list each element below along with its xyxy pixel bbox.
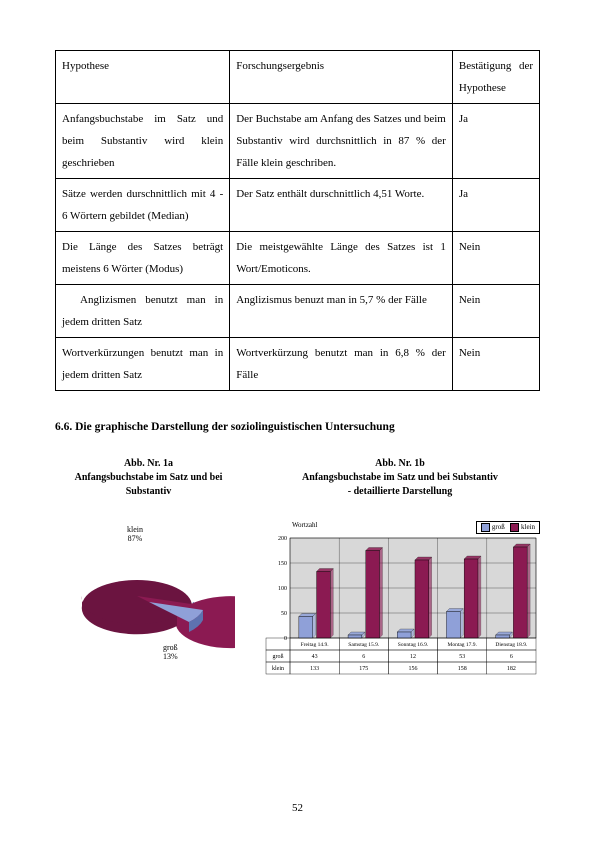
cell-b3: Nein xyxy=(452,232,539,285)
cell-h4: Anglizismen benutzt man in jedem dritten… xyxy=(56,285,230,338)
svg-text:Dienstag 18.9.: Dienstag 18.9. xyxy=(495,642,528,648)
pie-chart: klein87% xyxy=(55,524,235,714)
svg-text:0: 0 xyxy=(284,636,287,642)
cell-f3: Die meistgewählte Länge des Satzes ist 1… xyxy=(230,232,453,285)
svg-text:175: 175 xyxy=(359,666,368,672)
svg-text:Samstag 15.9.: Samstag 15.9. xyxy=(348,642,380,648)
cell-f1: Der Buchstabe am Anfang des Satzes und b… xyxy=(230,104,453,179)
svg-text:158: 158 xyxy=(458,666,467,672)
th-hypothese: Hypothese xyxy=(56,51,230,104)
svg-text:Sonntag 16.9.: Sonntag 16.9. xyxy=(398,642,429,648)
cell-b1: Ja xyxy=(452,104,539,179)
cell-h2: Sätze werden durschnittlich mit 4 - 6 Wö… xyxy=(56,179,230,232)
cell-h5: Wortverkürzungen benutzt man in jedem dr… xyxy=(56,338,230,391)
cell-f4: Anglizismus benuzt man in 5,7 % der Fäll… xyxy=(230,285,453,338)
bar-legend: groß klein xyxy=(476,521,540,534)
svg-text:groß: groß xyxy=(273,653,284,660)
svg-text:klein: klein xyxy=(272,666,284,672)
bar-axis-label: Wortzahl xyxy=(292,521,317,529)
cell-b5: Nein xyxy=(452,338,539,391)
page-number: 52 xyxy=(0,802,595,814)
svg-text:53: 53 xyxy=(459,654,465,660)
svg-text:12: 12 xyxy=(410,654,416,660)
svg-text:6: 6 xyxy=(510,654,513,660)
bar-title: Abb. Nr. 1b Anfangsbuchstabe im Satz und… xyxy=(260,457,540,499)
th-bestaetigung: Bestätigung der Hypothese xyxy=(452,51,539,104)
pie-title: Abb. Nr. 1a Anfangsbuchstabe im Satz und… xyxy=(55,457,242,499)
cell-f2: Der Satz enthält durschnittlich 4,51 Wor… xyxy=(230,179,453,232)
svg-text:182: 182 xyxy=(507,666,516,672)
pie-klein-label: klein87% xyxy=(127,526,143,544)
svg-text:Montag 17.9.: Montag 17.9. xyxy=(447,642,477,648)
cell-b4: Nein xyxy=(452,285,539,338)
section-heading: 6.6. Die graphische Darstellung der sozi… xyxy=(55,421,540,433)
cell-h1: Anfangsbuchstabe im Satz und beim Substa… xyxy=(56,104,230,179)
svg-text:50: 50 xyxy=(281,611,287,617)
pie-gross-label: groß13% xyxy=(163,644,178,662)
bar-chart: 0 50 100 150 200 groß klein Freitag 14.9. 43 133 S… xyxy=(260,534,540,694)
svg-text:Freitag 14.9.: Freitag 14.9. xyxy=(301,642,330,648)
cell-h3: Die Länge des Satzes beträgt meistens 6 … xyxy=(56,232,230,285)
cell-b2: Ja xyxy=(452,179,539,232)
svg-text:6: 6 xyxy=(362,654,365,660)
svg-text:133: 133 xyxy=(310,666,319,672)
svg-text:156: 156 xyxy=(409,666,418,672)
svg-text:43: 43 xyxy=(312,654,318,660)
cell-f5: Wortverkürzung benutzt man in 6,8 % der … xyxy=(230,338,453,391)
svg-text:150: 150 xyxy=(278,561,287,567)
th-forschung: Forschungsergebnis xyxy=(230,51,453,104)
hypothesis-table: Hypothese Forschungsergebnis Bestätigung… xyxy=(55,50,540,391)
svg-text:200: 200 xyxy=(278,536,287,542)
svg-text:100: 100 xyxy=(278,586,287,592)
